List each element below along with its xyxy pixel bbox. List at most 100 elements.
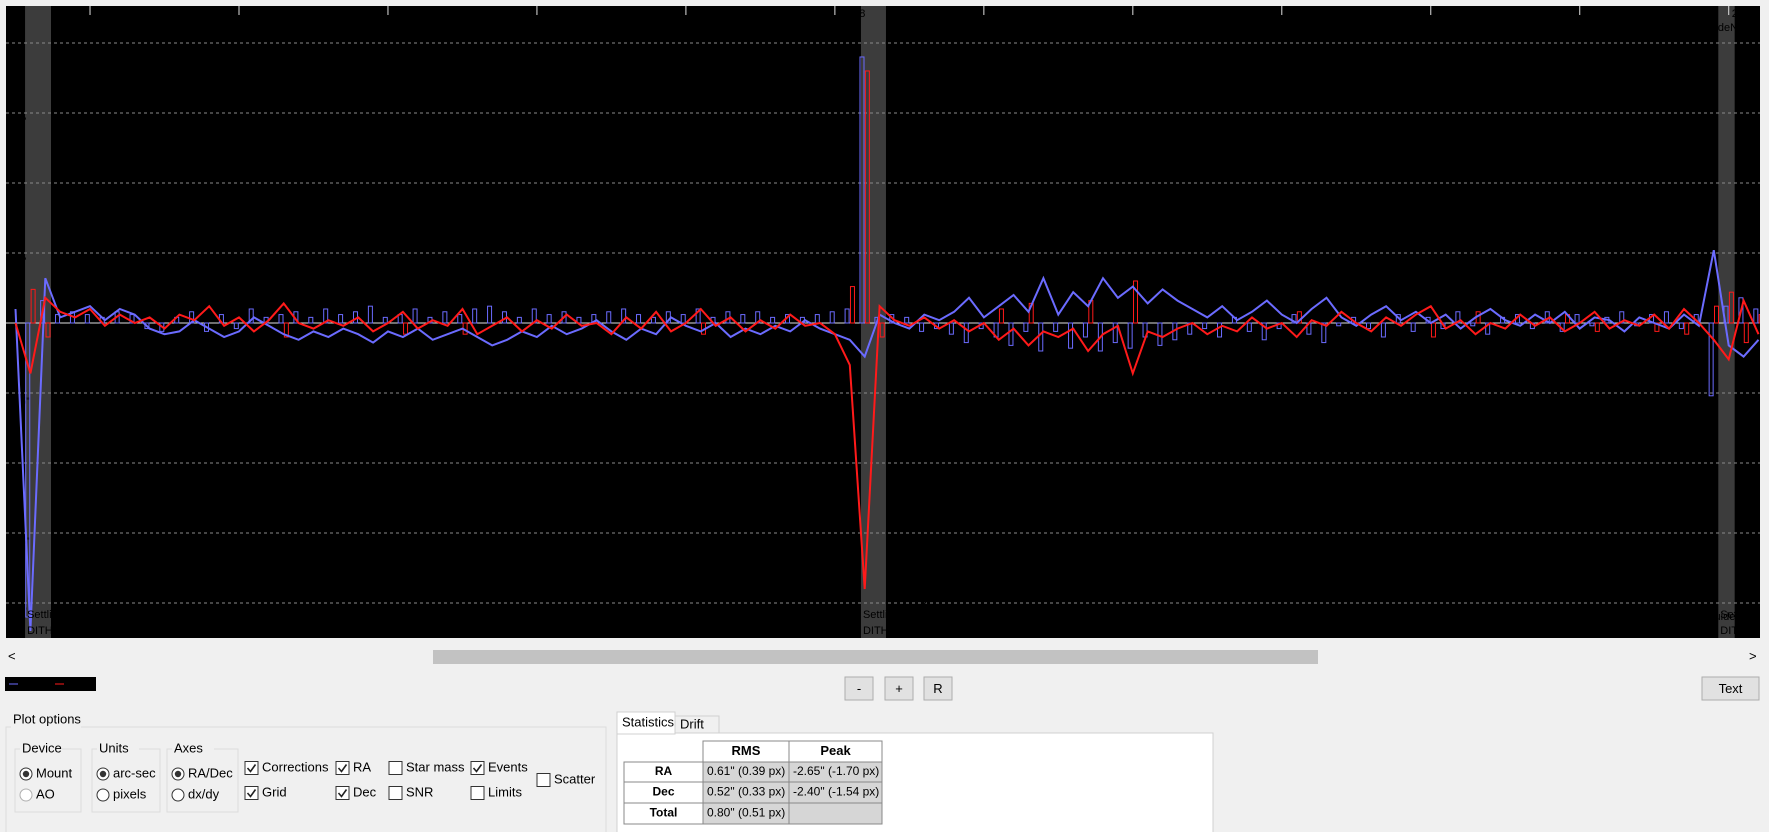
checkbox-label[interactable]: Star mass	[406, 759, 465, 774]
correction-bar	[1202, 322, 1208, 330]
radio-button	[19, 788, 33, 802]
checkbox-label[interactable]: Limits	[488, 784, 522, 799]
checkbox[interactable]	[388, 786, 403, 800]
checkbox[interactable]	[536, 773, 551, 787]
correction-bar	[1410, 322, 1416, 332]
correction-bar	[963, 322, 969, 344]
checkmark	[472, 764, 483, 773]
guide-label: GuideNorth	[1701, 22, 1757, 34]
correction-bar	[1455, 311, 1461, 324]
button-label[interactable]: -	[857, 681, 861, 696]
button-label[interactable]: Text	[1719, 681, 1743, 696]
correction-bar	[770, 316, 776, 324]
legend-label: RA	[19, 678, 35, 690]
correction-bar	[1127, 322, 1133, 349]
checkbox[interactable]	[335, 761, 350, 775]
group-title-bg	[97, 742, 139, 756]
correction-bar	[338, 314, 344, 324]
checkbox-label[interactable]: Dec	[353, 784, 377, 799]
checkbox-label[interactable]: SNR	[406, 784, 433, 799]
correction-bar	[382, 316, 388, 324]
checkbox-label[interactable]: Corrections	[262, 759, 329, 774]
group-frame	[166, 748, 239, 813]
checkbox[interactable]	[470, 761, 485, 775]
button-label[interactable]: +	[895, 681, 903, 696]
y-tick-label: -5"	[9, 467, 22, 478]
checkbox[interactable]	[388, 761, 403, 775]
button[interactable]	[1701, 676, 1760, 701]
checkbox[interactable]	[470, 786, 485, 800]
correction-bar	[1336, 322, 1342, 327]
table-cell	[788, 802, 883, 825]
group-title-bg	[172, 742, 214, 756]
correction-bar	[1112, 322, 1118, 344]
radio-label[interactable]: RA/Dec	[188, 765, 233, 780]
correction-bar	[1008, 322, 1014, 346]
correction-bar	[904, 316, 910, 324]
correction-bar	[1485, 322, 1491, 335]
radio-label[interactable]: arc-sec	[113, 765, 156, 780]
button-label[interactable]: R	[933, 681, 942, 696]
tab-label[interactable]: Drift	[680, 716, 704, 731]
table-value: 0.52" (0.33 px)	[707, 785, 785, 799]
radio-label[interactable]: pixels	[113, 786, 147, 801]
checkbox[interactable]	[244, 786, 259, 800]
x-tick-label: 20:09	[987, 8, 1015, 20]
correction-bar	[323, 308, 329, 324]
correction-bar	[1738, 297, 1744, 324]
radio-dot	[22, 770, 30, 778]
table-value: 0.80" (0.51 px)	[707, 806, 785, 820]
scroll-right[interactable]: >	[1749, 648, 1757, 663]
group-title: Axes	[174, 740, 203, 755]
correction-bar	[1619, 311, 1625, 324]
tab-label[interactable]: Statistics	[622, 714, 675, 729]
correction-bar	[308, 316, 314, 324]
correction-bar	[1082, 322, 1088, 338]
scroll-left[interactable]: <	[8, 648, 16, 663]
correction-bar	[45, 322, 51, 338]
correction-bar	[1728, 291, 1734, 324]
button[interactable]	[884, 676, 914, 701]
correction-bar	[1133, 280, 1139, 324]
table-row-label: RA	[655, 764, 673, 778]
correction-bar	[403, 322, 409, 335]
table-value: -2.65" (-1.70 px)	[793, 764, 879, 778]
series-line	[14, 250, 1760, 632]
y-tick-label: -10"	[9, 607, 27, 618]
checkbox-label[interactable]: RA	[353, 759, 371, 774]
x-tick-label: 20:07	[689, 8, 717, 20]
checkbox-label[interactable]: Grid	[262, 784, 287, 799]
table-row-label: Dec	[652, 785, 674, 799]
scroll-thumb[interactable]	[433, 650, 1318, 664]
event-label: Settling complete	[891, 592, 975, 604]
button[interactable]	[844, 676, 874, 701]
correction-bar	[1246, 322, 1252, 332]
correction-bar	[283, 322, 289, 338]
button[interactable]	[923, 676, 953, 701]
group-title: Device	[22, 740, 62, 755]
correction-bar	[1574, 314, 1580, 324]
group-title-bg	[20, 742, 62, 756]
tab[interactable]	[674, 715, 720, 734]
radio-button[interactable]	[171, 788, 185, 802]
correction-bar	[1053, 322, 1059, 332]
checkbox[interactable]	[244, 761, 259, 775]
checkbox[interactable]	[335, 786, 350, 800]
controls: < > RA Dec - + R Text Plot options Device Mount AO U…	[5, 648, 1760, 832]
correction-bar	[1743, 322, 1749, 344]
checkmark	[246, 789, 257, 798]
correction-bar	[1663, 311, 1669, 324]
checkbox-label[interactable]: Events	[488, 759, 528, 774]
event-label: DITHER b	[1720, 625, 1769, 637]
checkbox-label[interactable]: Scatter	[554, 771, 596, 786]
y-tick-label: -7.5"	[9, 537, 30, 548]
radio-button[interactable]	[96, 788, 110, 802]
correction-bar	[1594, 322, 1600, 332]
correction-bar	[1291, 314, 1297, 324]
radio-label[interactable]: dx/dy	[188, 786, 220, 801]
radio-label[interactable]: Mount	[36, 765, 73, 780]
event-label: Settling started	[863, 609, 936, 621]
correction-bar	[948, 322, 954, 335]
correction-bar	[25, 322, 31, 618]
event-label: Settling s	[1720, 609, 1766, 621]
